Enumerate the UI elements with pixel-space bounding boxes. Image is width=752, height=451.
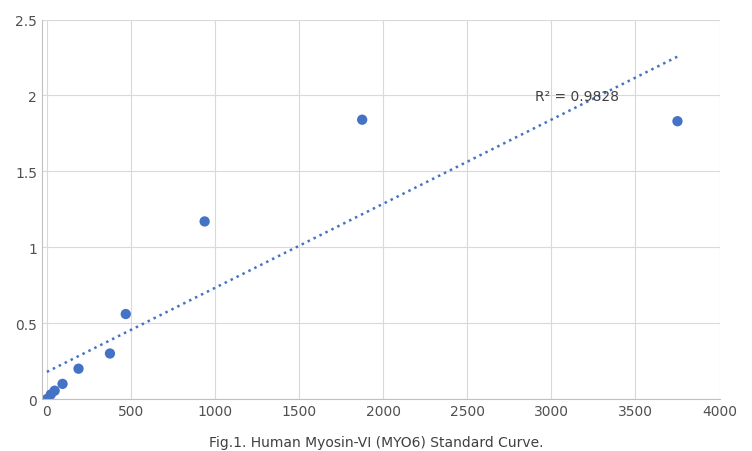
Point: [104, 350, 116, 357]
Point: [356, 117, 368, 124]
Point: [41, 396, 53, 403]
Point: [199, 218, 211, 226]
Point: [672, 118, 684, 125]
Point: [56, 380, 68, 387]
Text: R² = 0.9828: R² = 0.9828: [535, 90, 619, 104]
Point: [72, 365, 84, 373]
Point: [49, 387, 61, 395]
Point: [45, 391, 57, 398]
Text: Fig.1. Human Myosin-VI (MYO6) Standard Curve.: Fig.1. Human Myosin-VI (MYO6) Standard C…: [209, 436, 543, 450]
Point: [120, 311, 132, 318]
